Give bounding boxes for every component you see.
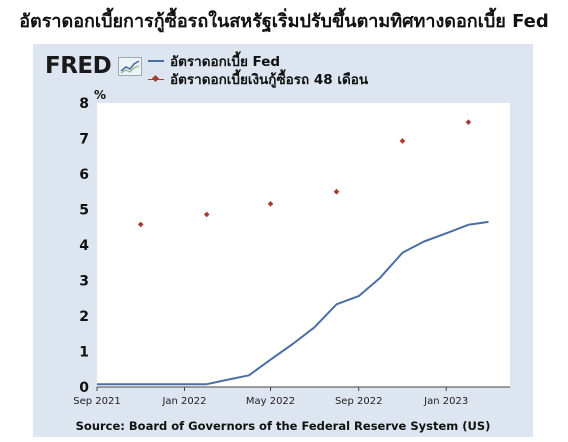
x-tick-label: Jan 2022 [161,396,206,407]
x-tick-label: Sep 2022 [335,396,382,407]
y-tick-label: 8 [79,96,89,112]
legend-item-fed: อัตราดอกเบี้ย Fed [148,52,368,70]
y-tick-label: 7 [79,132,89,148]
data-point-auto-loan [333,188,340,195]
y-tick-label: 1 [79,345,89,361]
chart-panel: FRED อัตราดอกเบี้ย Fed อัตราดอกเบี้ยเงิน… [33,44,533,437]
x-tick-label: May 2022 [246,396,295,407]
source-note: Source: Board of Governors of the Federa… [75,419,491,433]
fred-chart-icon [118,57,142,76]
y-tick-label: 3 [79,274,89,290]
legend-label-fed: อัตราดอกเบี้ย Fed [170,54,281,70]
chart-legend: อัตราดอกเบี้ย Fed อัตราดอกเบี้ยเงินกู้ซื… [148,52,368,88]
x-tick-label: Jan 2023 [423,396,468,407]
data-point-auto-loan [465,119,472,125]
data-point-auto-loan [399,138,406,144]
data-point-auto-loan [267,200,274,207]
legend-label-auto-loan: อัตราดอกเบี้ยเงินกู้ซื้อรถ 48 เดือน [170,72,369,88]
fred-logo: FRED [45,53,112,79]
y-tick-label: 0 [79,380,89,396]
data-point-auto-loan [137,221,144,228]
series-line-fed [97,220,489,386]
legend-swatch-auto-loan [148,72,164,86]
y-axis-unit: % [94,88,106,102]
legend-item-auto-loan: อัตราดอกเบี้ยเงินกู้ซื้อรถ 48 เดือน [148,70,368,88]
y-tick-label: 5 [79,203,89,219]
x-tick-label: Sep 2021 [73,396,120,407]
chart-plot: 0 1 2 3 4 5 6 7 8% Sep 2021 Jan 2022 May 2022 Sep 20… [73,88,510,407]
y-tick-label: 2 [79,309,89,325]
y-tick-label: 4 [79,238,89,254]
page-title: อัตราดอกเบี้ยการกู้ซื้อรถในสหรัฐเริ่มปรั… [19,11,549,32]
legend-swatch-fed [148,54,164,68]
y-tick-label: 6 [79,167,89,183]
data-point-auto-loan [203,211,210,218]
plot-area [97,103,510,387]
